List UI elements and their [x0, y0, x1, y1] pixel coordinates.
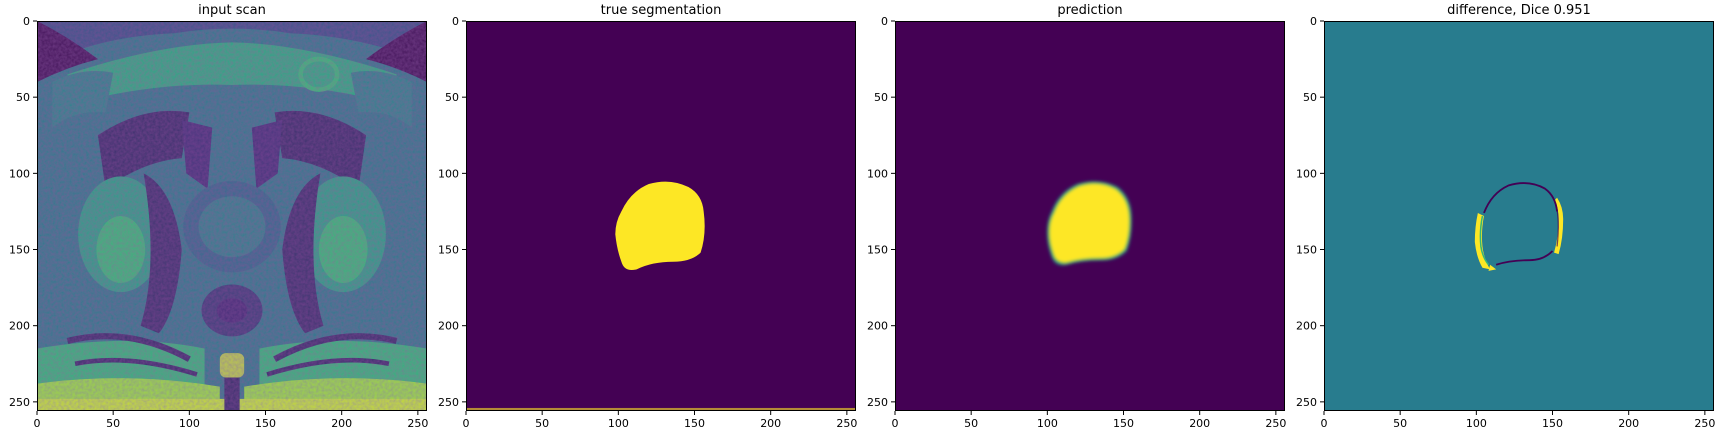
x-axis: 0 50 100 150 200 250 — [892, 411, 1286, 430]
x-tick-label: 0 — [892, 417, 899, 430]
x-tick-label: 150 — [684, 417, 705, 430]
y-tick-label: 200 — [438, 320, 459, 333]
y-tick-label: 250 — [438, 396, 459, 409]
y-tick-label: 100 — [1296, 167, 1317, 180]
y-tick-label: 150 — [867, 244, 888, 257]
x-tick-label: 50 — [964, 417, 978, 430]
segmentation-mask — [615, 181, 705, 270]
y-tick-label: 50 — [874, 91, 888, 104]
x-tick-label: 100 — [179, 417, 200, 430]
axes-frame — [1324, 21, 1714, 411]
axes-frame — [37, 21, 427, 411]
x-tick-label: 250 — [1265, 417, 1286, 430]
panel-prediction: prediction 0 50 100 150 200 250 0 50 100 150 200 2… — [867, 3, 1286, 430]
x-axis: 0 50 100 150 200 250 — [1321, 411, 1715, 430]
x-tick-label: 50 — [106, 417, 120, 430]
x-tick-label: 0 — [1321, 417, 1328, 430]
difference-image — [1324, 21, 1714, 411]
x-tick-label: 100 — [1037, 417, 1058, 430]
prediction-image — [895, 21, 1285, 411]
y-axis: 0 50 100 150 200 250 — [438, 15, 466, 409]
x-tick-label: 200 — [1189, 417, 1210, 430]
y-tick-label: 0 — [1310, 15, 1317, 28]
y-tick-label: 200 — [9, 320, 30, 333]
panel-title: true segmentation — [601, 3, 722, 18]
y-tick-label: 150 — [9, 244, 30, 257]
x-axis: 0 50 100 150 200 250 — [34, 411, 428, 430]
axes-frame — [466, 21, 856, 411]
x-axis: 0 50 100 150 200 250 — [463, 411, 857, 430]
axes-frame — [895, 21, 1285, 411]
x-tick-label: 50 — [535, 417, 549, 430]
x-tick-label: 200 — [1618, 417, 1639, 430]
y-tick-label: 50 — [1303, 91, 1317, 104]
x-tick-label: 150 — [255, 417, 276, 430]
x-tick-label: 100 — [608, 417, 629, 430]
x-tick-label: 150 — [1113, 417, 1134, 430]
y-tick-label: 150 — [438, 244, 459, 257]
x-tick-label: 100 — [1466, 417, 1487, 430]
y-axis: 0 50 100 150 200 250 — [9, 15, 37, 409]
x-tick-label: 250 — [407, 417, 428, 430]
y-tick-label: 150 — [1296, 244, 1317, 257]
y-tick-label: 50 — [16, 91, 30, 104]
x-tick-label: 200 — [331, 417, 352, 430]
panel-true-segmentation: true segmentation 0 50 100 150 200 250 0 50 100… — [438, 3, 857, 430]
x-tick-label: 0 — [34, 417, 41, 430]
y-tick-label: 100 — [438, 167, 459, 180]
difference-positive-left — [1474, 212, 1491, 270]
y-tick-label: 200 — [1296, 320, 1317, 333]
x-tick-label: 150 — [1542, 417, 1563, 430]
y-tick-label: 250 — [867, 396, 888, 409]
difference-negative-outline — [1483, 182, 1558, 266]
x-tick-label: 250 — [836, 417, 857, 430]
prediction-mask — [1048, 183, 1130, 264]
y-tick-label: 200 — [867, 320, 888, 333]
panel-title: difference, Dice 0.951 — [1447, 3, 1591, 18]
y-tick-label: 0 — [23, 15, 30, 28]
y-tick-label: 250 — [1296, 396, 1317, 409]
y-tick-label: 50 — [445, 91, 459, 104]
y-tick-label: 100 — [867, 167, 888, 180]
x-tick-label: 0 — [463, 417, 470, 430]
x-tick-label: 50 — [1393, 417, 1407, 430]
y-tick-label: 0 — [452, 15, 459, 28]
segmentation-image — [466, 21, 856, 411]
y-axis: 0 50 100 150 200 250 — [1296, 15, 1324, 409]
y-tick-label: 250 — [9, 396, 30, 409]
panel-title: prediction — [1057, 3, 1122, 18]
x-tick-label: 250 — [1694, 417, 1715, 430]
panel-input-scan: input scan — [9, 3, 428, 430]
y-tick-label: 0 — [881, 15, 888, 28]
x-tick-label: 200 — [760, 417, 781, 430]
panel-title: input scan — [198, 3, 266, 18]
y-tick-label: 100 — [9, 167, 30, 180]
mri-image — [37, 21, 427, 411]
panel-difference: difference, Dice 0.951 0 50 100 150 200 250 0… — [1296, 3, 1715, 430]
y-axis: 0 50 100 150 200 250 — [867, 15, 895, 409]
